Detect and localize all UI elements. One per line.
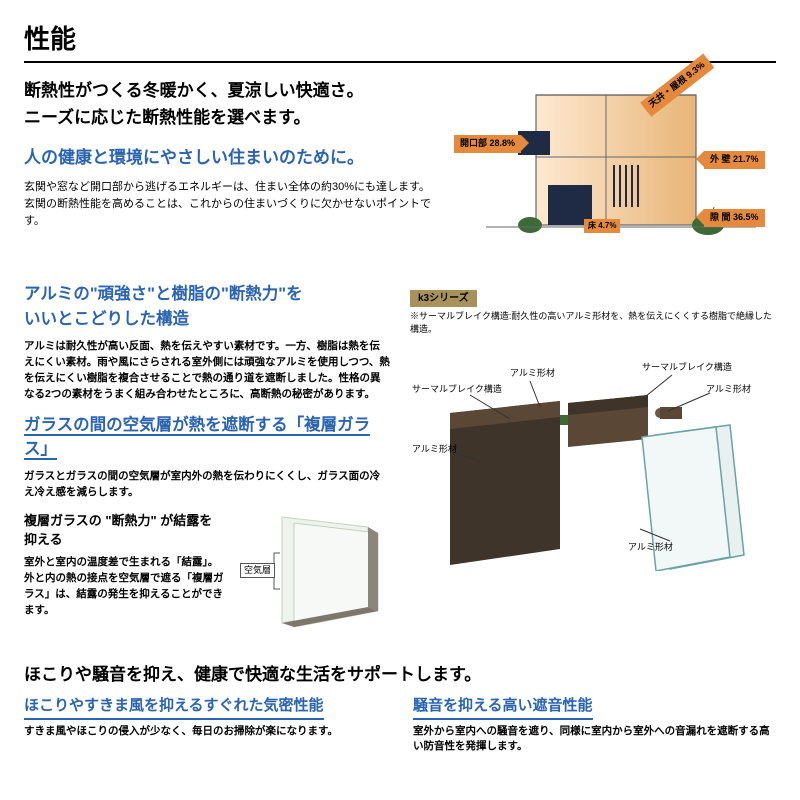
- k3-series-label: k3シリーズ: [410, 290, 477, 307]
- k3-anno-thermal-left: サーマルブレイク構造: [412, 383, 502, 397]
- glass-air-label: 空気層: [240, 563, 275, 579]
- k3-diagram-svg: [410, 341, 770, 571]
- k3-anno-alumi-top: アルミ形材: [510, 367, 555, 381]
- alum-title: アルミの"頑強さ"と樹脂の"断熱力"を いいとこどりした構造: [24, 282, 390, 332]
- hero-lead-line1: 断熱性がつくる冬暖かく、夏涼しい快適さ。: [24, 81, 364, 100]
- bottom-col-sound: 騒音を抑える高い遮音性能 室外から室内への騒音を遮り、同様に室内から室外への音漏…: [413, 695, 776, 755]
- house-diagram: 天井・屋根 9.3% 開口部 28.8% 外 壁 21.7% 隙 間 36.5%…: [456, 77, 776, 252]
- alum-title-line1: アルミの"頑強さ"と樹脂の"断熱力"を: [24, 285, 303, 303]
- callout-floor: 床 4.7%: [584, 219, 620, 233]
- hero-description: 玄関や窓など開口部から逃げるエネルギーは、住まい全体の約30%にも達します。 玄…: [24, 179, 436, 230]
- glass-sub-body: 室外と室内の温度差で生まれる「結露」。外と内の熱の接点を空気層で遮る「複層ガラス…: [24, 554, 224, 619]
- bottom-lead: ほこりや騒音を抑え、健康で快適な生活をサポートします。: [24, 662, 776, 688]
- hero-section: 断熱性がつくる冬暖かく、夏涼しい快適さ。 ニーズに応じた断熱性能を選べます。 人…: [24, 77, 776, 252]
- bottom-columns: ほこりやすきま風を抑えるすぐれた気密性能 すきま風やほこりの侵入が少なく、毎日の…: [24, 695, 776, 755]
- glass-title: ガラスの間の空気層が熱を遮断する「複層ガラス」: [24, 416, 370, 461]
- glass-title-wrap: ガラスの間の空気層が熱を遮断する「複層ガラス」: [24, 413, 390, 463]
- alum-text-column: アルミの"頑強さ"と樹脂の"断熱力"を いいとこどりした構造 アルミは耐久性が高…: [24, 282, 390, 636]
- hero-subtitle: 人の健康と環境にやさしい住まいのために。: [24, 145, 436, 171]
- page-title: 性能: [24, 20, 776, 63]
- glass-block: 複層ガラスの "断熱力" が結露を抑える 室外と室内の温度差で生まれる「結露」。…: [24, 511, 390, 636]
- bottom-section: ほこりや騒音を抑え、健康で快適な生活をサポートします。 ほこりやすきま風を抑える…: [24, 662, 776, 756]
- hero-lead: 断熱性がつくる冬暖かく、夏涼しい快適さ。 ニーズに応じた断熱性能を選べます。: [24, 77, 436, 131]
- k3-column: k3シリーズ ※サーマルブレイク構造:耐久性の高いアルミ形材を、熱を伝えにくくす…: [410, 282, 776, 636]
- glass-body: ガラスとガラスの間の空気層が室内外の熱を伝わりにくくし、ガラス面の冷え冷え感を減…: [24, 468, 390, 501]
- hero-desc-line2: 玄関の断熱性能を高めることは、これからの住まいづくりに欠かせないポイントです。: [24, 198, 431, 227]
- k3-anno-thermal-right: サーマルブレイク構造: [642, 361, 732, 375]
- k3-diagram: アルミ形材 サーマルブレイク構造 アルミ形材 サーマルブレイク構造 アルミ形材 …: [410, 341, 770, 571]
- hero-text-column: 断熱性がつくる冬暖かく、夏涼しい快適さ。 ニーズに応じた断熱性能を選べます。 人…: [24, 77, 436, 252]
- bottom-col1-title: ほこりやすきま風を抑えるすぐれた気密性能: [24, 695, 324, 720]
- alum-body: アルミは耐久性が高い反面、熱を伝えやすい素材です。一方、樹脂は熱を伝えにくい素材…: [24, 338, 390, 403]
- callout-wall: 外 壁 21.7%: [704, 151, 765, 169]
- k3-anno-alumi-bottom: アルミ形材: [628, 541, 673, 555]
- k3-anno-alumi-left: アルミ形材: [412, 443, 457, 457]
- alum-title-line2: いいとこどりした構造: [24, 310, 189, 328]
- glass-figure: 空気層: [240, 511, 390, 636]
- callout-opening: 開口部 28.8%: [454, 135, 521, 153]
- hero-desc-line1: 玄関や窓など開口部から逃げるエネルギーは、住まい全体の約30%にも達します。: [24, 181, 430, 193]
- k3-anno-alumi-right: アルミ形材: [706, 383, 751, 397]
- callout-gap: 隙 間 36.5%: [704, 209, 765, 227]
- bottom-col2-title: 騒音を抑える高い遮音性能: [413, 695, 593, 720]
- glass-subtext: 複層ガラスの "断熱力" が結露を抑える 室外と室内の温度差で生まれる「結露」。…: [24, 511, 224, 636]
- alum-section: アルミの"頑強さ"と樹脂の"断熱力"を いいとこどりした構造 アルミは耐久性が高…: [24, 282, 776, 636]
- bottom-col1-body: すきま風やほこりの侵入が少なく、毎日のお掃除が楽になります。: [24, 724, 387, 740]
- bottom-col-airtight: ほこりやすきま風を抑えるすぐれた気密性能 すきま風やほこりの侵入が少なく、毎日の…: [24, 695, 387, 755]
- hero-lead-line2: ニーズに応じた断熱性能を選べます。: [24, 108, 310, 127]
- bottom-col2-body: 室外から室内への騒音を遮り、同様に室内から室外への音漏れを遮断する高い防音性を発…: [413, 724, 776, 756]
- k3-note: ※サーマルブレイク構造:耐久性の高いアルミ形材を、熱を伝えにくくする樹脂で絶縁し…: [410, 310, 776, 335]
- glass-sub-bold: 複層ガラスの "断熱力" が結露を抑える: [24, 511, 224, 550]
